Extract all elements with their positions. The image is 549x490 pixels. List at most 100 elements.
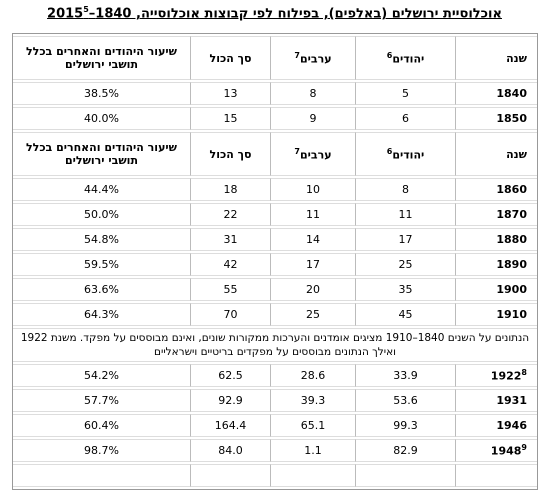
table-body: שנה יהודים6 ערבים7 סך הכול שיעור היהודים והא… [13,36,537,487]
data-row: 19228 33.9 28.6 62.5 54.2% [13,364,537,387]
cell: 65.1 [270,414,355,437]
footnote-ref: 9 [521,443,527,453]
cell: 44.4% [13,178,190,201]
year: 1890 [496,258,527,271]
cell: 50.0% [13,203,190,226]
header-text: יהודים [392,52,425,66]
year-cell: 1850 [455,107,537,130]
data-row: 1840 5 8 13 38.5% [13,82,537,105]
population-table: שנה יהודים6 ערבים7 סך הכול שיעור היהודים והא… [12,33,538,490]
cell: 55 [190,278,270,301]
data-row: 1900 35 20 55 63.6% [13,278,537,301]
header-cell: שנה [455,36,537,80]
header-text: יהודים [392,148,425,162]
header-cell: יהודים6 [355,36,455,80]
cell: 22 [190,203,270,226]
note-row: הנתונים על השנים 1840–1910 מציגים אומדני… [13,328,537,362]
cell: 63.6% [13,278,190,301]
header-cell: שיעור היהודים והאחרים בכלל תושבי ירושלים [13,36,190,80]
cell: 14 [270,228,355,251]
year: 1880 [496,233,527,246]
cell: 84.0 [190,439,270,462]
header-cell: סך הכול [190,36,270,80]
cell: 17 [355,228,455,251]
header-text: סך הכול [209,51,252,65]
data-row: 1890 25 17 42 59.5% [13,253,537,276]
cell: 20 [270,278,355,301]
cell [13,464,190,487]
header-text: שנה [506,147,527,161]
title-text: אוכלוסיית ירושלים (באלפים), בפילוח לפי ק… [47,6,502,22]
cell: 17 [270,253,355,276]
year: 1922 [490,369,522,383]
header-cell: שנה [455,132,537,176]
cell: 25 [270,303,355,326]
cell: 54.2% [13,364,190,387]
header-text: שיעור היהודים והאחרים בכלל תושבי ירושלים [26,141,177,167]
footnote-ref: 6 [386,50,393,60]
data-row: 1931 53.6 39.3 92.9 57.7% [13,389,537,412]
year-cell: 1890 [455,253,537,276]
header-cell: שיעור היהודים והאחרים בכלל תושבי ירושלים [13,132,190,176]
data-row: 1946 99.3 65.1 164.4 60.4% [13,414,537,437]
cell: 25 [355,253,455,276]
year-cell: 1931 [455,389,537,412]
cell: 35 [355,278,455,301]
cell: 60.4% [13,414,190,437]
data-row: 1880 17 14 31 54.8% [13,228,537,251]
header-cell: יהודים6 [355,132,455,176]
header-text: שנה [506,51,527,65]
year: 1910 [496,308,527,321]
year: 1850 [496,112,527,125]
cell: 33.9 [355,364,455,387]
year-cell: 19228 [455,364,537,387]
cell [270,464,355,487]
cell [190,464,270,487]
cell: 45 [355,303,455,326]
cell: 11 [355,203,455,226]
cell: 18 [190,178,270,201]
data-row: 1870 11 11 22 50.0% [13,203,537,226]
cell: 15 [190,107,270,130]
data-row [13,464,537,487]
year-cell: 1910 [455,303,537,326]
footnote-ref: 7 [294,50,300,60]
header-cell: סך הכול [190,132,270,176]
data-row: 1860 8 10 18 44.4% [13,178,537,201]
header-row: שנה יהודים6 ערבים7 סך הכול שיעור היהודים והא… [13,36,537,80]
header-row: שנה יהודים6 ערבים7 סך הכול שיעור היהודים והא… [13,132,537,176]
footnote-ref: 7 [294,146,300,156]
cell: 11 [270,203,355,226]
year: 1900 [496,283,527,296]
cell: 64.3% [13,303,190,326]
year-cell: 1870 [455,203,537,226]
year-cell: 19489 [455,439,537,462]
cell: 62.5 [190,364,270,387]
cell: 6 [355,107,455,130]
page-body: אוכלוסיית ירושלים (באלפים), בפילוח לפי ק… [0,5,549,490]
cell: 1.1 [270,439,355,462]
cell: 40.0% [13,107,190,130]
cell [455,464,537,487]
year-cell: 1840 [455,82,537,105]
data-row: 1850 6 9 15 40.0% [13,107,537,130]
year: 1860 [496,183,527,196]
header-text: ערבים [300,148,332,162]
cell: 10 [270,178,355,201]
page: page {"title": "אוכלוסיית ירושלים (באלפי… [0,5,549,490]
cell: 42 [190,253,270,276]
year: 1948 [490,444,522,458]
cell: 57.7% [13,389,190,412]
footnote-ref: 8 [521,368,527,378]
cell: 5 [355,82,455,105]
year: 1946 [496,419,527,432]
cell: 8 [270,82,355,105]
note: הנתונים על השנים 1840–1910 מציגים אומדני… [13,328,537,362]
cell: 99.3 [355,414,455,437]
footnote-ref: 5 [83,5,89,14]
year: 1870 [496,208,527,221]
header-text: ערבים [300,52,332,66]
year-cell: 1860 [455,178,537,201]
title: אוכלוסיית ירושלים (באלפים), בפילוח לפי ק… [0,5,549,21]
cell: 13 [190,82,270,105]
